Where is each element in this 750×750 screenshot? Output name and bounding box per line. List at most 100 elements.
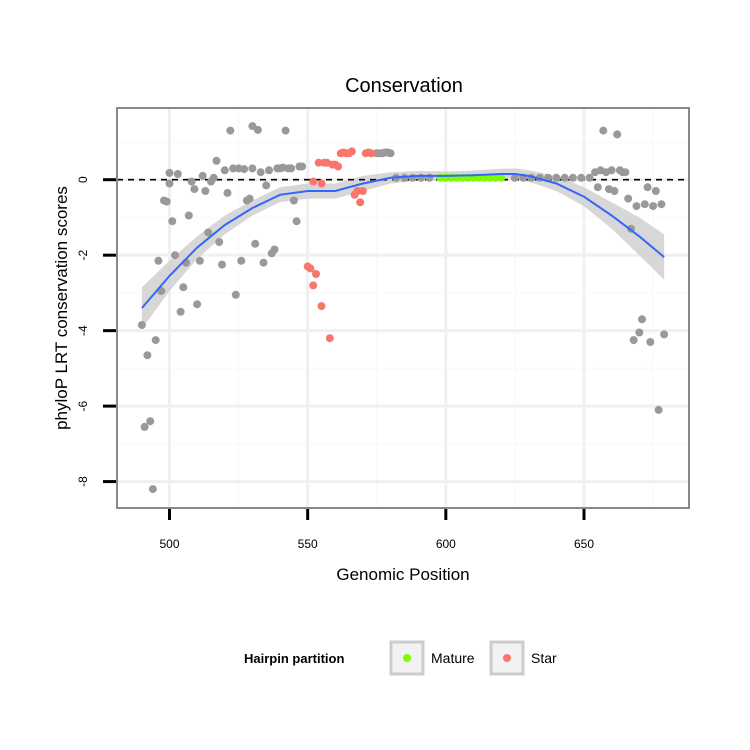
point-other <box>651 187 660 195</box>
point-other <box>270 245 279 254</box>
point-other <box>408 173 417 182</box>
point-other <box>154 256 163 265</box>
point-other <box>201 187 210 195</box>
point-other <box>212 156 221 165</box>
series-other <box>137 122 669 494</box>
point-other <box>624 194 633 203</box>
point-other <box>613 130 622 139</box>
x-axis: 500 550 600 650 <box>159 509 594 551</box>
x-tick-label: 550 <box>298 537 318 551</box>
point-other <box>193 300 202 309</box>
legend-title: Hairpin partition <box>244 651 344 666</box>
point-other <box>190 185 199 194</box>
point-other <box>386 149 395 158</box>
legend-dot-mature <box>403 654 411 662</box>
point-star <box>347 147 356 156</box>
x-tick-label: 600 <box>436 537 456 551</box>
point-other <box>187 177 196 186</box>
point-other <box>195 256 204 265</box>
point-other <box>209 173 218 182</box>
data-points <box>137 122 669 494</box>
point-star <box>306 264 315 273</box>
point-mature <box>491 173 500 182</box>
point-other <box>552 173 561 182</box>
point-star <box>309 281 318 290</box>
point-other <box>643 183 652 192</box>
point-other <box>176 307 185 316</box>
point-star <box>325 334 334 343</box>
legend-item-mature: Mature <box>389 640 475 676</box>
point-star <box>367 149 376 158</box>
point-other <box>657 200 666 209</box>
point-other <box>245 194 254 203</box>
point-other <box>179 283 188 292</box>
point-other <box>231 290 240 299</box>
point-other <box>151 336 160 345</box>
point-other <box>253 125 262 134</box>
point-other <box>165 168 174 177</box>
point-other <box>635 328 644 337</box>
point-other <box>649 202 658 211</box>
point-other <box>218 260 226 269</box>
legend-label-mature: Mature <box>431 650 475 666</box>
point-other <box>292 217 301 226</box>
y-tick-label: -4 <box>76 325 90 336</box>
point-other <box>165 179 174 188</box>
point-other <box>143 351 152 360</box>
point-other <box>287 164 296 173</box>
legend-item-star: Star <box>489 640 557 676</box>
legend-dot-star <box>503 654 511 662</box>
x-axis-title: Genomic Position <box>336 565 469 584</box>
point-star <box>314 158 323 167</box>
point-other <box>640 200 649 209</box>
point-other <box>259 258 268 267</box>
point-other <box>289 196 298 205</box>
point-other <box>593 183 602 192</box>
x-tick-label: 500 <box>159 537 179 551</box>
point-other <box>560 173 569 182</box>
point-other <box>226 126 235 135</box>
point-other <box>137 321 146 329</box>
smooth-trend-line <box>141 173 665 309</box>
point-other <box>660 330 669 339</box>
point-other <box>140 422 149 431</box>
point-other <box>148 485 157 494</box>
plot-border <box>116 107 690 509</box>
point-star <box>356 198 365 207</box>
point-other <box>240 165 249 174</box>
y-tick-label: -6 <box>76 400 90 411</box>
point-other <box>607 166 616 175</box>
point-other <box>184 211 193 220</box>
point-star <box>312 270 320 278</box>
point-other <box>237 256 246 265</box>
point-other <box>215 238 224 246</box>
y-axis: 0 -2 -4 -6 -8 <box>76 176 116 487</box>
point-other <box>510 173 519 182</box>
point-other <box>281 126 290 135</box>
point-other <box>223 188 232 197</box>
y-tick-label: -2 <box>76 250 90 261</box>
point-star <box>334 162 343 171</box>
point-star <box>353 187 362 195</box>
point-other <box>251 239 260 248</box>
plot-panel <box>116 107 690 509</box>
point-other <box>220 166 229 175</box>
point-other <box>146 417 155 426</box>
point-other <box>204 228 213 237</box>
point-other <box>256 168 265 177</box>
point-other <box>298 162 307 171</box>
point-star <box>317 179 326 188</box>
y-tick-label: 0 <box>76 176 90 183</box>
point-other <box>162 197 171 206</box>
point-other <box>585 173 594 182</box>
point-other <box>629 336 638 345</box>
point-other <box>610 187 619 195</box>
point-mature <box>497 173 506 182</box>
point-other <box>654 405 663 414</box>
point-other <box>646 338 655 346</box>
y-axis-title: phyloP LRT conservation scores <box>52 186 71 430</box>
point-other <box>173 170 182 178</box>
point-other <box>599 126 608 135</box>
point-other <box>229 164 238 173</box>
